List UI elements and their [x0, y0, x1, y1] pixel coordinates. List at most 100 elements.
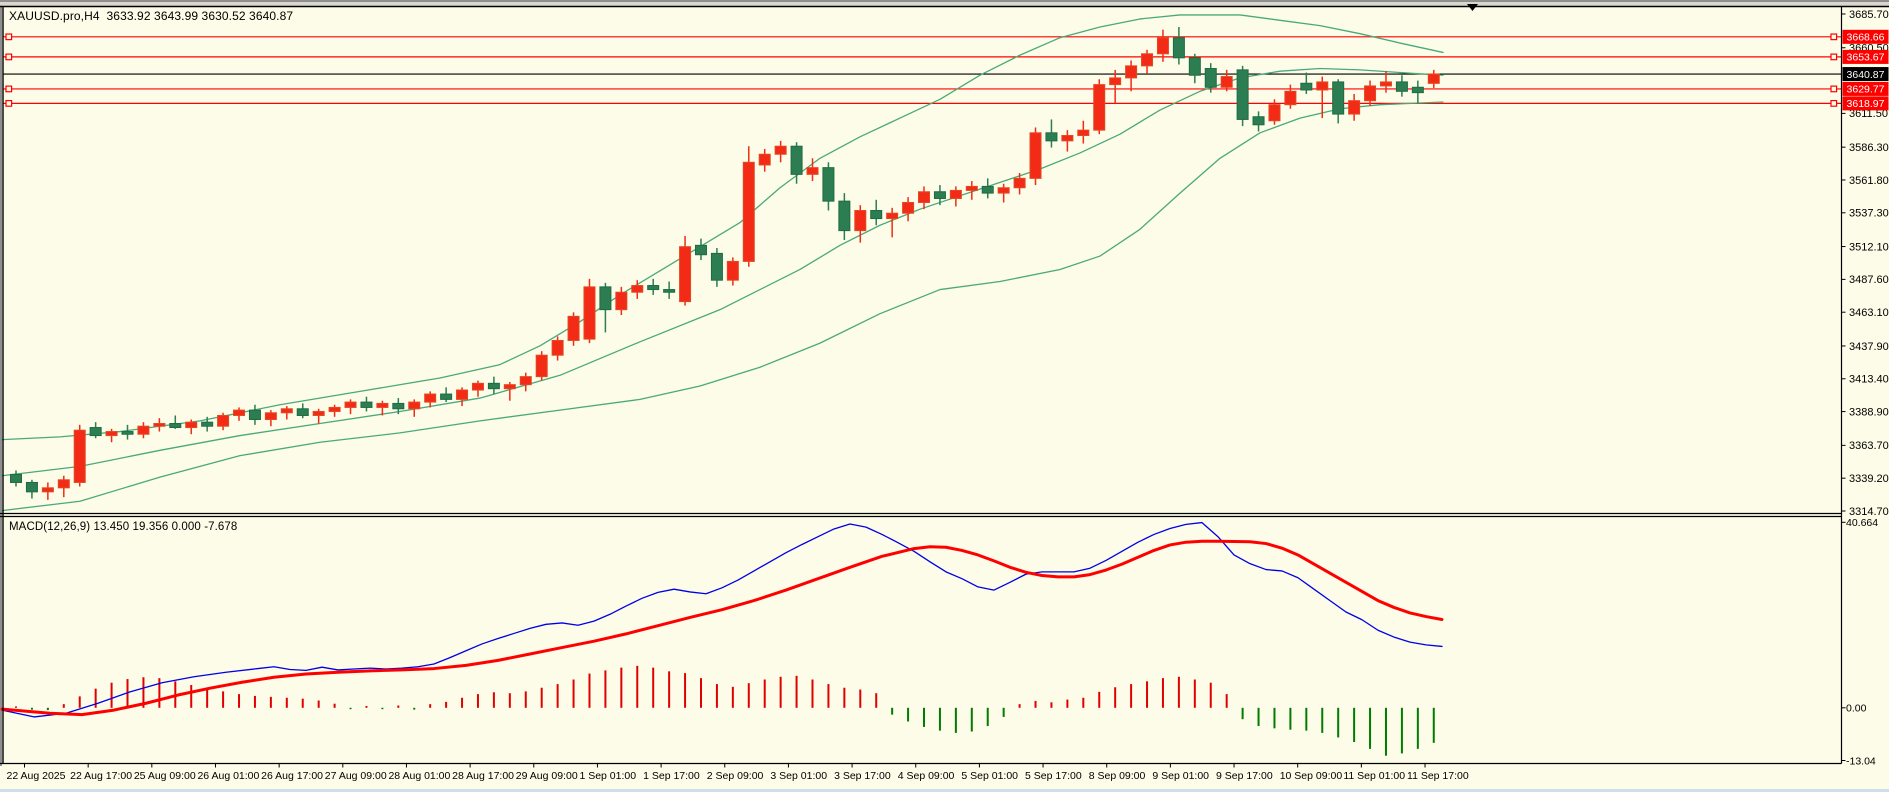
- price-axis-label: 3586.30: [1849, 142, 1889, 154]
- price-axis-label: 3487.60: [1849, 274, 1889, 286]
- bollinger-upper-band: [1, 14, 1444, 441]
- candle-body: [89, 427, 102, 437]
- candle-body: [583, 286, 596, 340]
- time-axis-label: 11 Sep 17:00: [1407, 770, 1469, 782]
- candle-body: [599, 286, 612, 311]
- candle-body: [1077, 129, 1090, 137]
- hline-left-handle[interactable]: [5, 53, 13, 61]
- candle-body: [503, 384, 516, 390]
- candle-body: [1029, 132, 1042, 179]
- candle-body: [487, 382, 500, 390]
- price-badge: [1842, 49, 1889, 64]
- candle-body: [296, 408, 309, 416]
- candle-body: [997, 187, 1010, 194]
- price-badge-label: 3640.87: [1847, 69, 1885, 81]
- candle-body: [57, 479, 70, 489]
- candle-body: [1204, 68, 1217, 88]
- candle-body: [105, 431, 118, 437]
- candle-body: [870, 210, 883, 220]
- bollinger-middle-band: [1, 67, 1444, 477]
- time-axis-label: 22 Aug 2025: [7, 770, 66, 782]
- candle-body: [153, 423, 166, 427]
- price-badge: [1842, 29, 1889, 44]
- price-axis-label: 3512.10: [1849, 241, 1889, 253]
- candle-body: [1172, 37, 1185, 59]
- candle-body: [1427, 73, 1440, 84]
- price-badge-label: 3618.97: [1847, 98, 1885, 110]
- candle-body: [1093, 84, 1106, 131]
- candle-body: [838, 200, 851, 232]
- window-left-edge: [0, 6, 2, 766]
- hline-right-handle[interactable]: [1830, 99, 1838, 107]
- candle-body: [694, 244, 707, 256]
- window-top-edge: [0, 0, 1889, 2]
- hline-right-handle[interactable]: [1830, 53, 1838, 61]
- macd-axis-label: -13.04: [1846, 755, 1876, 767]
- candle-body: [1109, 77, 1122, 86]
- hline-right-handle[interactable]: [1830, 85, 1838, 93]
- price-axis-label: 3413.40: [1849, 374, 1889, 386]
- time-axis-label: 22 Aug 17:00: [70, 770, 132, 782]
- candle-body: [392, 402, 405, 410]
- hline-left-handle[interactable]: [5, 85, 13, 93]
- candle-body: [248, 409, 261, 420]
- time-axis-label: 26 Aug 01:00: [197, 770, 259, 782]
- price-badge: [1842, 96, 1889, 111]
- candle-body: [918, 191, 931, 203]
- candle-body: [1236, 69, 1249, 120]
- time-axis-label: 29 Aug 09:00: [516, 770, 578, 782]
- candle-body: [551, 339, 564, 356]
- bollinger-lower-band: [1, 101, 1444, 512]
- time-axis-label: 25 Aug 09:00: [134, 770, 196, 782]
- macd-axis-label: 40.664: [1846, 517, 1878, 529]
- candle-body: [790, 145, 803, 175]
- hline-left-handle[interactable]: [5, 99, 13, 107]
- time-axis-label: 28 Aug 01:00: [388, 770, 450, 782]
- hline-left-handle[interactable]: [5, 33, 13, 41]
- candle-body: [902, 201, 915, 214]
- time-axis-label: 1 Sep 17:00: [643, 770, 700, 782]
- candle-body: [981, 185, 994, 194]
- candle-body: [567, 315, 580, 341]
- chart-shift-marker-icon[interactable]: [1467, 4, 1478, 11]
- candle-body: [710, 252, 723, 281]
- candle-body: [471, 382, 484, 391]
- price-axis-label: 3463.10: [1849, 307, 1889, 319]
- window-top-edge-inner: [0, 2, 1889, 6]
- candle-body: [1125, 65, 1138, 79]
- candle-body: [1156, 37, 1169, 55]
- time-axis-label: 1 Sep 01:00: [579, 770, 636, 782]
- candle-body: [1364, 85, 1377, 102]
- price-axis-label: 3363.70: [1849, 440, 1889, 452]
- hline-right-handle[interactable]: [1830, 33, 1838, 41]
- candle-body: [1316, 81, 1329, 91]
- candle-body: [726, 260, 739, 281]
- candle-body: [217, 414, 230, 427]
- candle-body: [854, 210, 867, 232]
- candle-body: [185, 421, 198, 429]
- candle-body: [1045, 132, 1058, 142]
- time-axis-label: 9 Sep 01:00: [1152, 770, 1209, 782]
- candle-body: [280, 408, 293, 414]
- candle-body: [822, 167, 835, 202]
- candle-body: [312, 410, 325, 416]
- macd-signal-line: [0, 539, 1444, 717]
- price-badge: [1842, 67, 1889, 82]
- candle-body: [758, 153, 771, 166]
- candle-body: [1061, 135, 1074, 142]
- price-axis-label: 3437.90: [1849, 341, 1889, 353]
- candle-body: [360, 401, 373, 408]
- price-badge-label: 3668.66: [1847, 32, 1885, 44]
- candle-body: [535, 354, 548, 378]
- time-axis-label: 10 Sep 09:00: [1280, 770, 1343, 782]
- price-axis-label: 3314.70: [1849, 506, 1889, 518]
- time-axis-label: 8 Sep 09:00: [1089, 770, 1146, 782]
- candle-body: [1300, 82, 1313, 91]
- candle-body: [424, 393, 437, 403]
- candle-body: [408, 401, 421, 410]
- time-axis-label: 27 Aug 09:00: [325, 770, 387, 782]
- candle-body: [456, 389, 469, 400]
